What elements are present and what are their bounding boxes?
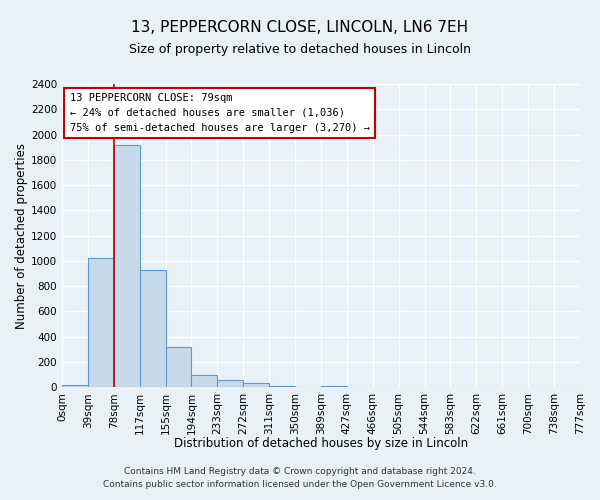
Bar	[269, 386, 295, 387]
Bar	[62, 384, 88, 387]
Bar	[88, 258, 114, 387]
Bar	[114, 144, 140, 387]
Text: Contains public sector information licensed under the Open Government Licence v3: Contains public sector information licen…	[103, 480, 497, 489]
Text: Contains HM Land Registry data © Crown copyright and database right 2024.: Contains HM Land Registry data © Crown c…	[124, 467, 476, 476]
X-axis label: Distribution of detached houses by size in Lincoln: Distribution of detached houses by size …	[174, 437, 468, 450]
Bar	[217, 380, 243, 387]
Text: 13, PEPPERCORN CLOSE, LINCOLN, LN6 7EH: 13, PEPPERCORN CLOSE, LINCOLN, LN6 7EH	[131, 20, 469, 35]
Bar	[243, 384, 269, 387]
Text: 13 PEPPERCORN CLOSE: 79sqm
← 24% of detached houses are smaller (1,036)
75% of s: 13 PEPPERCORN CLOSE: 79sqm ← 24% of deta…	[70, 93, 370, 132]
Y-axis label: Number of detached properties: Number of detached properties	[15, 142, 28, 328]
Text: Size of property relative to detached houses in Lincoln: Size of property relative to detached ho…	[129, 42, 471, 56]
Bar	[166, 347, 191, 387]
Bar	[191, 374, 217, 387]
Bar	[321, 386, 347, 387]
Bar	[140, 270, 166, 387]
